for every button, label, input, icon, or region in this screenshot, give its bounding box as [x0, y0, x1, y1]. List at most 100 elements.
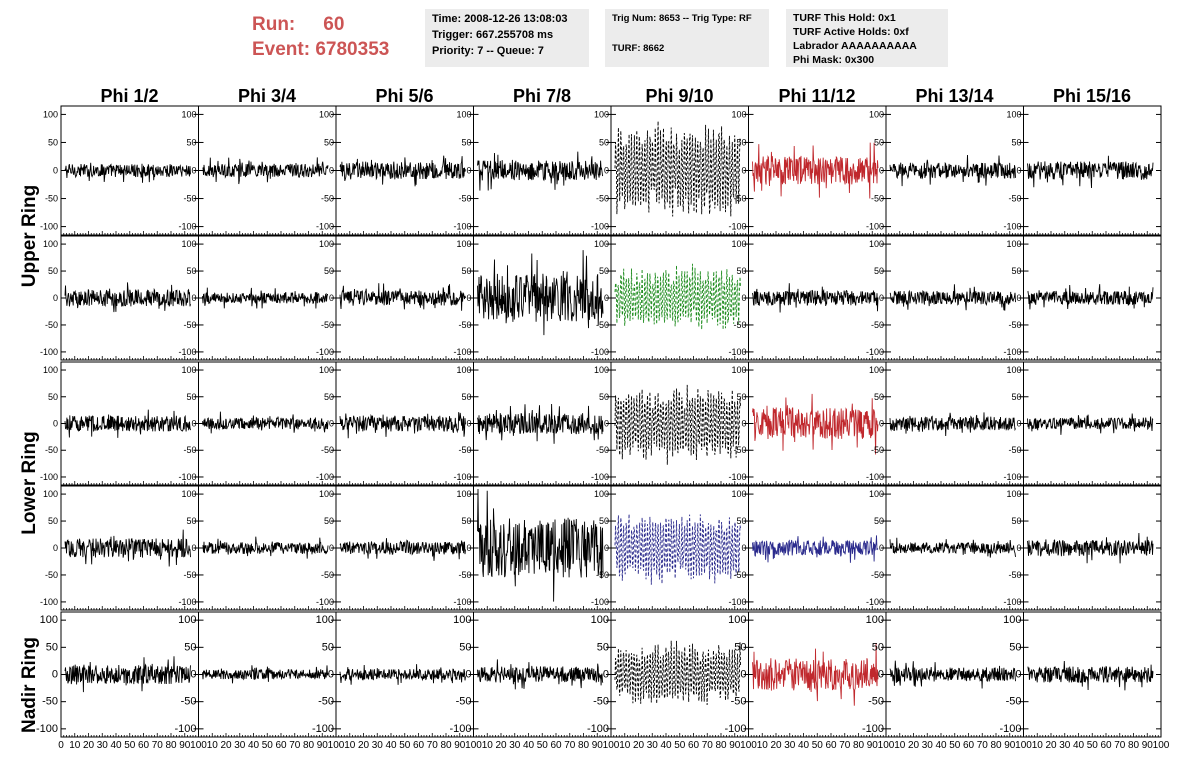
waveform-trace — [752, 642, 879, 706]
turf-num-line: TURF: 8662 — [612, 43, 665, 54]
panel-r5-c7: 100 50 0 -50 -100 — [862, 611, 1024, 738]
x-tick-label: 40 — [935, 740, 947, 751]
waveform-trace — [477, 403, 604, 444]
y-tick-label: 100 — [456, 239, 471, 249]
y-tick-label: 0 — [741, 166, 746, 176]
y-tick-label: -100 — [316, 222, 334, 232]
x-tick-label: 70 — [702, 740, 714, 751]
waveform-trace — [339, 412, 466, 439]
column-title-5: Phi 9/10 — [645, 86, 714, 106]
phi-mask-line: Phi Mask: 0x300 — [793, 54, 875, 66]
run-event-header: Run: 60 Event: 6780353 — [252, 12, 389, 62]
y-tick-label: 100 — [1006, 109, 1021, 119]
panel-r5-c4: 100 50 0 -50 -100 — [449, 611, 612, 738]
y-tick-label: -100 — [453, 347, 471, 357]
x-tick-label: 30 — [234, 740, 246, 751]
y-tick-label: -50 — [1006, 696, 1022, 708]
waveform-trace — [64, 282, 191, 313]
y-tick-label: -50 — [731, 696, 747, 708]
y-tick-label: -50 — [871, 194, 884, 204]
panel-r5-c1: 100 50 0 -50 -100 — [36, 611, 199, 738]
y-tick-label: -50 — [456, 696, 472, 708]
x-tick-label: 60 — [963, 740, 975, 751]
y-tick-label: -50 — [183, 320, 196, 330]
y-tick-label: 50 — [1011, 392, 1021, 402]
waveform-trace — [477, 659, 604, 690]
panel-r5-c3: 100 50 0 -50 -100 — [312, 611, 474, 738]
y-tick-label: 100 — [453, 614, 471, 626]
y-tick-label: -100 — [40, 222, 58, 232]
panel-r2-c5: 100 50 0 -50 -100 — [591, 235, 749, 361]
y-tick-label: 100 — [43, 239, 58, 249]
y-tick-label: -50 — [596, 570, 609, 580]
column-title-4: Phi 7/8 — [512, 86, 572, 106]
y-tick-label: 0 — [328, 669, 334, 681]
y-tick-label: -50 — [596, 445, 609, 455]
waveform-trace — [1027, 155, 1154, 189]
y-tick-label: -100 — [36, 723, 58, 735]
x-tick-label: 30 — [1059, 740, 1071, 751]
y-tick-label: 0 — [604, 293, 609, 303]
waveform-trace — [614, 121, 741, 217]
y-tick-label: 50 — [186, 266, 196, 276]
y-tick-label: 0 — [604, 543, 609, 553]
y-tick-label: 0 — [604, 419, 609, 429]
x-tick-label: 100 — [878, 740, 895, 751]
y-tick-label: 100 — [319, 109, 334, 119]
waveform-trace — [752, 283, 879, 313]
y-tick-label: 100 — [731, 109, 746, 119]
y-tick-label: 50 — [736, 266, 746, 276]
y-tick-label: 100 — [594, 489, 609, 499]
y-tick-label: -50 — [458, 570, 471, 580]
y-tick-label: -50 — [1008, 570, 1021, 580]
column-title-7: Phi 13/14 — [915, 86, 994, 106]
y-tick-label: -50 — [183, 194, 196, 204]
panel-r2-c3: 100 50 0 -50 -100 — [316, 235, 474, 361]
y-tick-label: -100 — [728, 597, 746, 607]
panel-r5-c2: 100 50 0 -50 -100 — [174, 611, 337, 738]
trig-num-line: Trig Num: 8653 -- Trig Type: RF — [612, 13, 752, 24]
panel-r4-c4: 100 50 0 -50 -100 — [453, 485, 612, 611]
y-tick-label: 100 — [40, 614, 58, 626]
y-tick-label: -100 — [1003, 472, 1021, 482]
y-tick-label: 50 — [461, 516, 471, 526]
y-tick-label: 100 — [1006, 489, 1021, 499]
waveform-trace — [477, 488, 604, 602]
x-tick-label: 90 — [317, 740, 329, 751]
y-tick-label: -100 — [866, 347, 884, 357]
panel-r3-c7: 100 50 0 -50 -100 — [866, 361, 1024, 486]
y-tick-label: 50 — [1011, 266, 1021, 276]
x-tick-label: 50 — [949, 740, 961, 751]
waveform-trace — [614, 384, 741, 465]
y-tick-label: -100 — [1003, 347, 1021, 357]
x-tick-label: 70 — [564, 740, 576, 751]
y-tick-label: -100 — [591, 472, 609, 482]
y-tick-label: -50 — [321, 445, 334, 455]
panel-r1-c7: 100 50 0 -50 -100 — [866, 105, 1024, 236]
waveform-trace — [202, 536, 329, 559]
panel-r3-c8: 100 50 0 -50 -100 — [1003, 361, 1162, 486]
y-tick-label: 0 — [466, 419, 471, 429]
y-tick-label: 100 — [594, 109, 609, 119]
x-tick-label: 50 — [262, 740, 274, 751]
y-tick-label: -50 — [458, 194, 471, 204]
y-tick-label: -100 — [316, 472, 334, 482]
x-tick-label: 80 — [715, 740, 727, 751]
y-tick-label: -50 — [321, 570, 334, 580]
panel-frame — [610, 105, 749, 236]
y-tick-label: -50 — [596, 194, 609, 204]
y-tick-label: 0 — [741, 419, 746, 429]
y-tick-label: -50 — [45, 194, 58, 204]
panel-r3-c5: 100 50 0 -50 -100 — [591, 361, 749, 486]
y-tick-label: 0 — [1016, 543, 1021, 553]
y-tick-label: 0 — [1015, 669, 1021, 681]
y-tick-label: 100 — [181, 239, 196, 249]
x-tick-label: 80 — [303, 740, 315, 751]
x-tick-label: 50 — [1087, 740, 1099, 751]
y-tick-label: 50 — [459, 641, 471, 653]
panel-r5-c5: 100 50 0 -50 -100 — [587, 611, 749, 738]
waveform-trace — [339, 538, 466, 561]
waveform-trace — [1027, 284, 1154, 310]
y-tick-label: 100 — [316, 614, 334, 626]
y-tick-label: -100 — [591, 597, 609, 607]
